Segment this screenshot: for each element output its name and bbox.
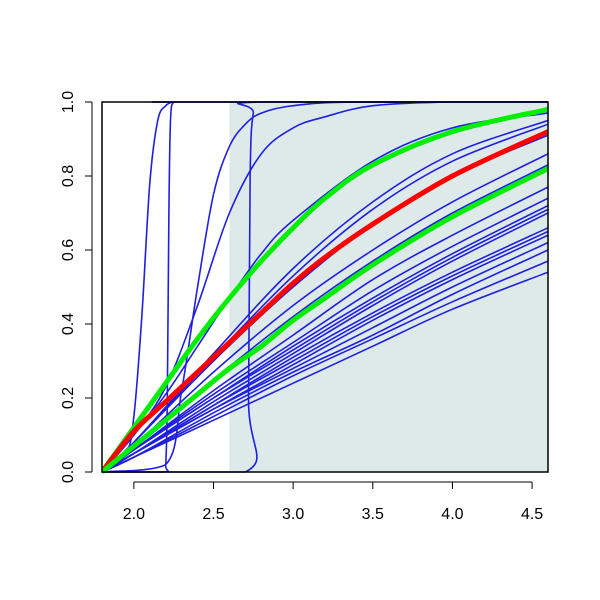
y-tick-label: 0.2 [60, 387, 77, 409]
y-tick-label: 0.6 [60, 239, 77, 261]
plot-frame [101, 101, 549, 473]
green-series-line-26 [102, 166, 548, 474]
y-axis: 0.0 0.2 0.4 0.6 0.8 1.0 [60, 91, 93, 483]
blue-series-line-15 [102, 208, 548, 473]
x-tick-label: 4.0 [441, 506, 463, 523]
y-tick-label: 0.8 [60, 165, 77, 187]
y-tick-label: 0.4 [60, 313, 77, 335]
x-tick-label: 3.5 [362, 506, 384, 523]
y-tick-label: 0.0 [60, 461, 77, 483]
blue-series-line-5 [102, 101, 548, 473]
x-tick-label: 2.5 [202, 506, 224, 523]
blue-series-line-23 [102, 271, 548, 473]
x-tick-label: 3.0 [282, 506, 304, 523]
x-tick-label: 4.5 [521, 506, 543, 523]
x-axis: 2.0 2.5 3.0 3.5 4.0 4.5 [123, 481, 543, 523]
red-series-line-25 [102, 129, 548, 474]
blue-series-line-20 [102, 241, 548, 473]
y-tick-label: 1.0 [60, 91, 77, 113]
x-tick-label: 2.0 [123, 506, 145, 523]
series-layer [102, 101, 548, 474]
green-series-line-24 [102, 106, 548, 474]
